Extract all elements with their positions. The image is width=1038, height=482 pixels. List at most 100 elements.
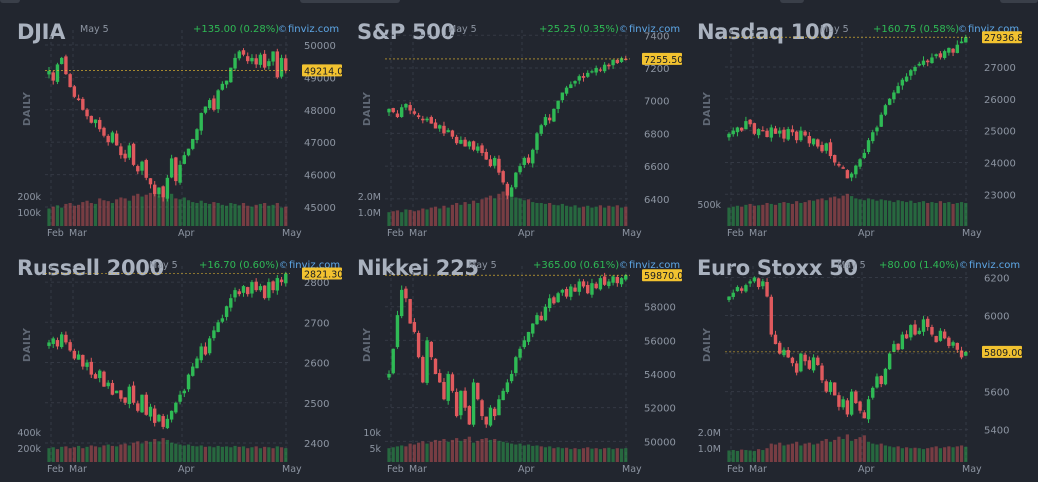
candle-body[interactable] [727,296,731,301]
candle-body[interactable] [399,107,404,117]
candle-body[interactable] [875,127,879,132]
candle-body[interactable] [153,408,157,423]
candle-body[interactable] [841,399,845,408]
candle-body[interactable] [174,402,178,413]
candle-body[interactable] [186,148,191,156]
candle-body[interactable] [803,354,807,362]
candle-body[interactable] [284,273,288,284]
candle-body[interactable] [229,67,233,83]
candle-body[interactable] [564,289,569,297]
candle-body[interactable] [114,390,119,394]
candle-body[interactable] [921,319,926,332]
candle-body[interactable] [607,281,611,287]
candle-body[interactable] [165,177,170,199]
candle-body[interactable] [778,130,782,134]
candle-body[interactable] [913,67,917,72]
candle-body[interactable] [275,278,280,291]
candle-body[interactable] [845,400,850,415]
candle-body[interactable] [391,348,395,374]
candle-body[interactable] [279,57,284,77]
candle-body[interactable] [467,141,472,147]
price-chart[interactable]: 27000 26000 25000 24000 23000 Feb Mar Apr May 500… [680,0,1023,239]
candle-body[interactable] [849,391,854,415]
candle-body[interactable] [131,385,136,403]
candle-body[interactable] [590,283,594,295]
candle-body[interactable] [212,330,216,339]
candle-body[interactable] [854,391,858,404]
candle-body[interactable] [450,130,455,137]
candle-body[interactable] [279,279,284,283]
candle-body[interactable] [136,166,140,172]
candle-body[interactable] [611,276,615,283]
candle-body[interactable] [731,292,735,297]
candle-body[interactable] [560,92,565,101]
finviz-link[interactable]: ©finviz.com [619,260,680,271]
candle-body[interactable] [81,354,85,367]
candle-body[interactable] [408,105,412,111]
candle-body[interactable] [131,143,136,165]
candle-body[interactable] [241,50,246,55]
candle-body[interactable] [786,350,790,358]
candle-body[interactable] [81,98,85,110]
candle-body[interactable] [123,397,127,403]
candle-body[interactable] [590,71,594,73]
candle-body[interactable] [127,145,132,158]
candle-body[interactable] [216,322,220,332]
candle-body[interactable] [505,183,510,196]
candle-body[interactable] [598,278,603,290]
candle-body[interactable] [769,127,773,138]
candle-body[interactable] [577,281,581,292]
finviz-link[interactable]: ©finviz.com [958,24,1019,35]
candle-body[interactable] [110,382,115,395]
candle-body[interactable] [72,86,77,97]
candle-body[interactable] [157,414,161,422]
candle-body[interactable] [947,47,951,53]
finviz-link[interactable]: ©finviz.com [619,24,680,35]
candle-body[interactable] [199,113,203,131]
candle-body[interactable] [463,139,467,147]
candle-body[interactable] [123,153,127,159]
candle-body[interactable] [106,382,110,387]
candle-body[interactable] [761,281,765,287]
candle-body[interactable] [900,79,905,86]
candle-body[interactable] [543,306,548,321]
candle-body[interactable] [262,285,267,299]
candle-body[interactable] [883,368,888,385]
candle-body[interactable] [89,115,93,123]
candle-body[interactable] [624,58,628,61]
candle-body[interactable] [165,418,170,429]
candle-body[interactable] [756,278,761,288]
finviz-link[interactable]: ©finviz.com [959,260,1020,271]
candle-body[interactable] [807,136,812,144]
candle-body[interactable] [47,70,51,75]
candle-body[interactable] [237,291,241,295]
candle-body[interactable] [446,374,450,401]
candle-body[interactable] [892,344,896,352]
candle-body[interactable] [564,87,569,94]
chart-panel[interactable]: S&P 500 May 5 +25.25 (0.35%) ©finviz.com DAI… [340,0,683,239]
candle-body[interactable] [879,376,883,385]
candle-body[interactable] [224,80,229,85]
candle-body[interactable] [581,76,586,78]
candle-body[interactable] [195,358,199,369]
candle-body[interactable] [484,416,488,425]
finviz-link[interactable]: ©finviz.com [278,24,339,35]
candle-body[interactable] [237,51,241,59]
candle-body[interactable] [387,108,391,113]
candle-body[interactable] [841,167,845,169]
candle-body[interactable] [174,157,178,182]
candle-body[interactable] [254,281,258,291]
candle-body[interactable] [203,346,208,355]
candle-body[interactable] [807,360,812,369]
candle-body[interactable] [744,121,748,130]
candle-body[interactable] [127,386,132,405]
candle-body[interactable] [442,381,446,400]
candle-body[interactable] [459,390,463,416]
candle-body[interactable] [404,288,408,299]
candle-body[interactable] [76,98,81,101]
candle-body[interactable] [509,374,514,382]
candle-body[interactable] [938,53,943,58]
candle-body[interactable] [220,318,225,322]
candle-body[interactable] [250,57,254,62]
candle-body[interactable] [509,187,514,197]
